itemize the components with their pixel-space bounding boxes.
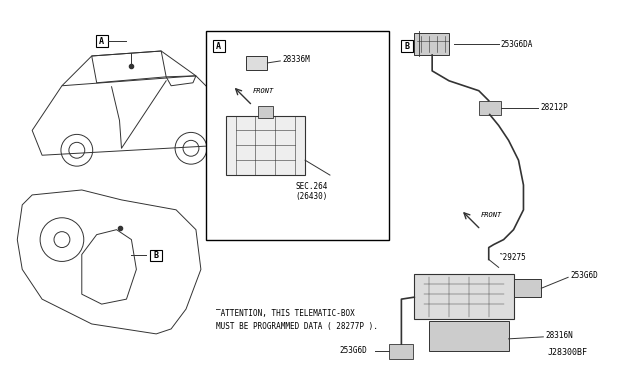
Text: J28300BF: J28300BF [548, 348, 588, 357]
Text: FRONT: FRONT [253, 88, 274, 94]
Bar [226, 116, 305, 175]
Text: 28336M: 28336M [282, 55, 310, 64]
Bar [246, 56, 268, 70]
Bar [414, 33, 449, 55]
Text: FRONT: FRONT [481, 212, 502, 218]
Text: 253G6D: 253G6D [570, 271, 598, 280]
Text: ‶29275: ‶29275 [499, 253, 527, 262]
Text: A: A [216, 42, 221, 51]
Bar [429, 321, 509, 351]
Bar [259, 106, 273, 118]
Bar [150, 250, 162, 262]
Bar [96, 35, 108, 47]
Bar [479, 101, 500, 115]
Bar [401, 40, 413, 52]
Text: SEC.264
(26430): SEC.264 (26430) [296, 182, 328, 201]
Bar [390, 344, 413, 359]
Text: 28316N: 28316N [545, 331, 573, 340]
Text: B: B [154, 251, 159, 260]
Bar [414, 274, 513, 319]
Bar [213, 40, 225, 52]
Text: 253G6DA: 253G6DA [500, 39, 533, 49]
Text: A: A [99, 36, 104, 46]
Text: 28212P: 28212P [540, 103, 568, 112]
Bar [206, 31, 390, 240]
Bar [513, 279, 541, 297]
Text: ‾ATTENTION, THIS TELEMATIC-BOX
MUST BE PROGRAMMED DATA ( 28277P ).: ‾ATTENTION, THIS TELEMATIC-BOX MUST BE P… [216, 309, 378, 331]
Text: B: B [405, 42, 410, 51]
Text: 253G6D: 253G6D [340, 346, 367, 355]
